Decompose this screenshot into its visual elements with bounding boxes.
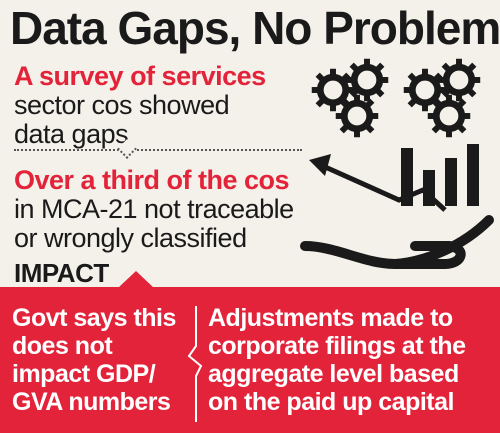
impact-panel [0,287,500,433]
survey-line-2: sector cos showed [14,90,230,121]
traceability-line-2: in MCA-21 not traceable [14,194,294,225]
impact-notch [118,271,154,288]
impact-left-line: impact GDP/ [12,360,156,388]
trend-arrow-icon [309,154,447,212]
hand-icon [300,215,494,269]
page-title: Data Gaps, No Problem [10,2,500,54]
impact-right-line: aggregate level based [208,360,459,388]
impact-right-line: on the paid up capital [208,388,454,416]
survey-line-3: data gaps [14,119,129,150]
impact-left-line: Govt says this [12,304,176,332]
impact-left-line: GVA numbers [12,388,171,416]
impact-right-line: Adjustments made to [208,304,453,332]
section-divider [14,149,302,151]
impact-left-column: Govt says this does not impact GDP/ GVA … [12,304,192,416]
impact-left-line: does not [12,332,113,360]
traceability-block: Over a third of the cos in MCA-21 not tr… [14,165,294,254]
zigzag-divider [187,306,203,422]
survey-block: A survey of services sector cos showed d… [14,61,266,150]
traceability-highlight: Over a third of the cos [14,165,290,195]
impact-right-column: Adjustments made to corporate filings at… [208,304,498,416]
illustration [300,50,494,269]
impact-right-line: corporate filings at the [208,332,466,360]
gear-icon [312,59,481,138]
traceability-line-3: or wrongly classified [14,223,247,254]
survey-highlight: A survey of services [14,61,266,91]
impact-label: IMPACT [14,258,109,288]
